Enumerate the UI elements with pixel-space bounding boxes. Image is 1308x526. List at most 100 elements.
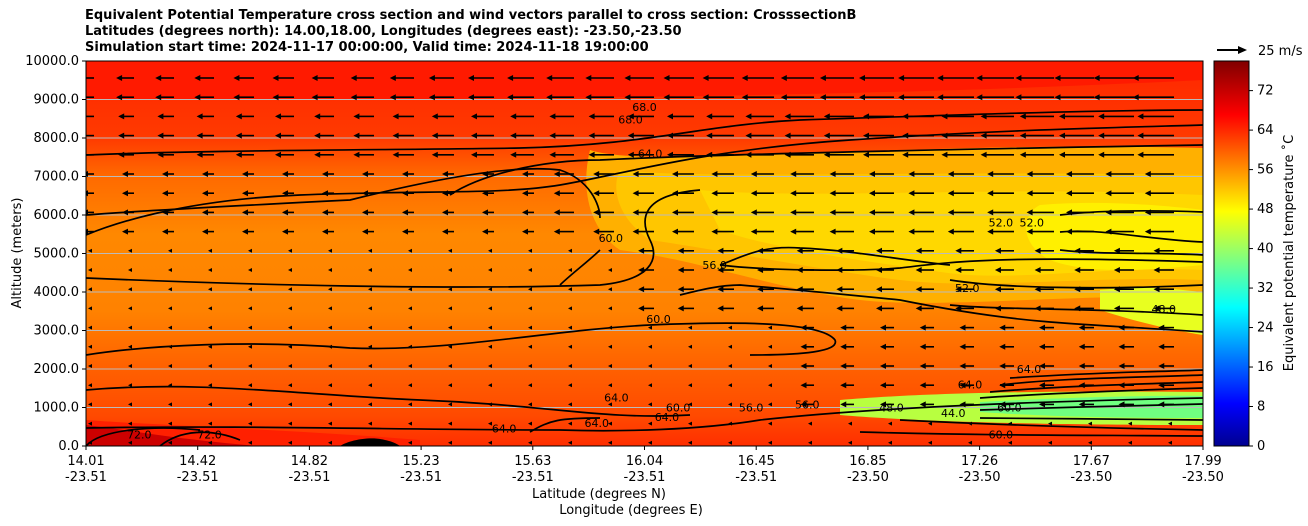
wind-vector-arrow [717,267,734,273]
wind-vector-arrow [1066,209,1094,216]
wind-vector-arrow [408,248,412,253]
wind-vector-arrow [1008,440,1012,445]
x-tick-label-lat: 14.82 [291,454,328,469]
wind-vector-arrow [1113,286,1134,293]
wind-vector-arrow [448,287,452,292]
wind-vector-arrow [706,113,734,120]
wind-vector-arrow [994,305,1014,312]
wind-vector-arrow [208,325,212,330]
wind-vector-arrow [1066,190,1094,197]
wind-vector-arrow [1105,190,1134,197]
wind-vector-arrow [976,94,1014,101]
wind-vector-arrow [980,151,1014,158]
wind-vector-arrow [488,364,492,368]
wind-vector-arrow [528,364,532,368]
wind-vector-arrow [522,209,534,216]
wind-vector-arrow [947,209,974,216]
wind-vector-arrow [448,364,452,368]
x-tick-label-lon: -23.51 [65,470,107,485]
y-axis-ticks: 0.0 1000.0 2000.0 3000.0 4000.0 5000.0 6000.0 7… [25,54,86,454]
wind-vector-arrow [1088,421,1092,426]
wind-vector-arrow [553,190,574,197]
wind-vector-arrow [915,286,934,293]
wind-vector-arrow [233,75,254,81]
wind-vector-arrow [941,113,974,120]
wind-vector-arrow [368,421,372,426]
wind-vector-arrow [468,75,494,81]
wind-vector-arrow [819,94,854,101]
wind-vector-arrow [116,75,134,81]
colorbar-tick-label: 72 [1257,84,1274,99]
wind-vector-arrow [937,94,974,101]
wind-vector-arrow [288,364,292,368]
wind-vector-arrow [593,228,614,235]
wind-vector-arrow [823,113,854,120]
y-tick-label: 5000.0 [34,247,80,262]
wind-vector-arrow [328,268,332,272]
contour-label: 64.0 [958,378,983,391]
wind-vector-arrow [608,306,612,311]
quiver-key-label: 25 m/s [1258,44,1303,59]
wind-vector-arrow [553,209,574,216]
wind-vector-arrow [880,401,894,408]
wind-vector-arrow [1039,324,1054,331]
contour-label: 56.0 [739,401,764,414]
contour-labels: 68.068.064.060.056.060.052.0 52.052.048.0… [127,101,1176,441]
wind-vector-arrow [994,286,1014,293]
wind-vector-arrow [1105,209,1134,216]
wind-vector-arrow [194,94,214,101]
y-tick-label: 3000.0 [34,324,80,339]
wind-vector-arrow [1105,228,1134,235]
colorbar-tick-label: 32 [1257,281,1274,296]
colorbar-tick-label: 64 [1257,123,1274,138]
wind-vector-arrow [1034,267,1054,273]
wind-vector-arrow [122,209,134,216]
wind-vector-arrow [1118,343,1134,350]
contour-label: 60.0 [666,401,691,414]
wind-vector-arrow [688,402,692,407]
wind-vector-arrow [800,324,814,331]
wind-vector-arrow [1078,401,1094,408]
wind-vector-arrow [402,171,414,177]
contour-label: 52.0 [1020,217,1045,230]
colorbar-tick-label: 16 [1257,360,1274,375]
wind-vector-arrow [128,364,132,368]
wind-vector-arrow [876,305,894,312]
colorbar: 0 8 16 24 32 40 48 56 64 72 Equivalent potential … [1213,60,1297,454]
wind-vector-arrow [859,75,894,81]
wind-vector-arrow [994,267,1014,273]
wind-vector-arrow [208,344,212,349]
wind-vector-arrow [155,75,174,81]
wind-vector-arrow [1026,171,1054,177]
wind-vector-arrow [667,113,694,120]
wind-vector-arrow [128,325,132,330]
wind-vector-arrow [608,440,612,445]
wind-vector-arrow [840,324,854,331]
wind-vector-arrow [880,324,894,331]
wind-vector-arrow [196,151,214,158]
wind-vector-arrow [242,209,254,216]
wind-vector-arrow [796,247,814,254]
wind-vector-arrow [235,132,254,139]
wind-vector-arrow [1098,113,1134,120]
wind-vector-arrow [362,171,374,177]
wind-vector-arrow [750,228,774,235]
wind-vector-arrow [1093,94,1134,101]
wind-vector-arrow [1066,228,1094,235]
wind-vector-arrow [688,344,692,349]
wind-vector-arrow [1074,267,1094,273]
wind-vector-arrow [1158,382,1174,389]
wind-vector-arrow [528,440,532,445]
wind-vector-arrow [876,247,894,254]
wind-vector-arrow [88,364,92,368]
wind-vector-arrow [368,325,372,330]
wind-vector-arrow [282,190,294,197]
wind-vector-arrow [919,382,934,389]
wind-vector-arrow [122,171,134,177]
wind-vector-arrow [448,344,452,349]
wind-vector-arrow [627,113,654,120]
wind-vector-arrow [522,171,534,177]
wind-vector-arrow [588,113,614,120]
wind-vector-arrow [869,171,894,177]
contour-label: 44.0 [941,407,966,420]
